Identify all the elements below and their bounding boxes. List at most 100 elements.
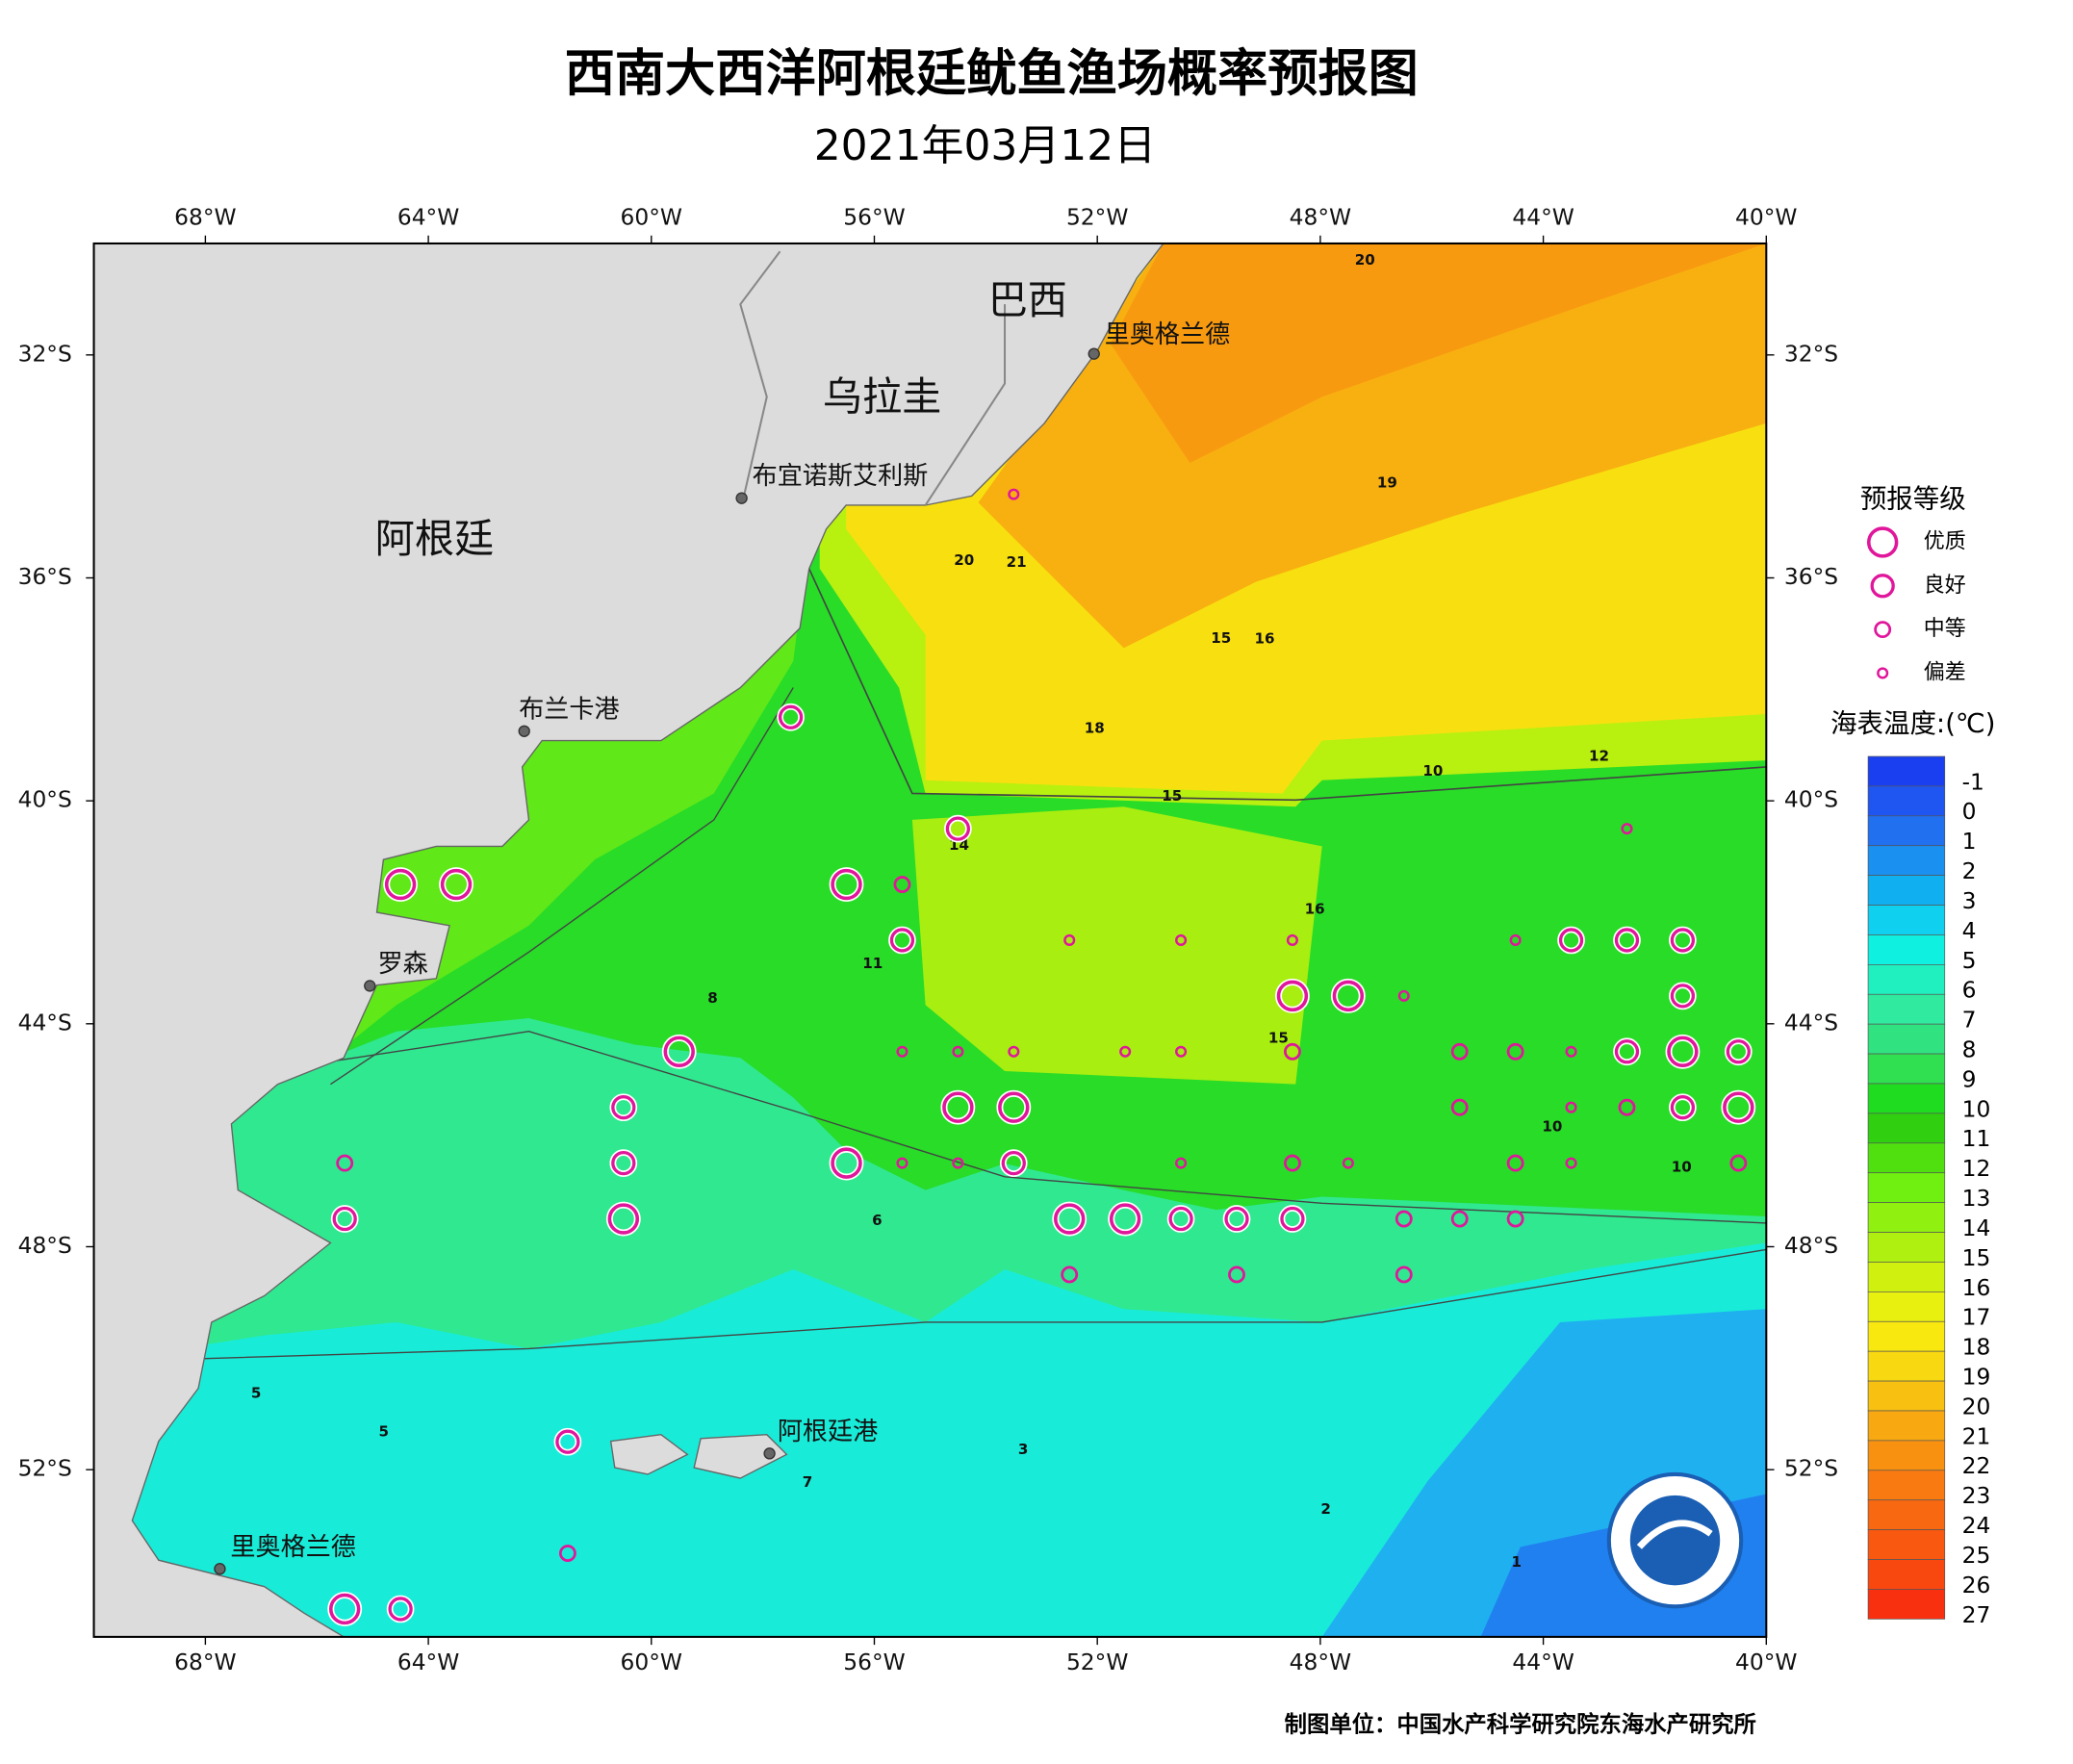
fishing-point <box>1565 1101 1577 1113</box>
y-tick-label: 44°S <box>1784 1009 1838 1035</box>
colorbar-label: 21 <box>1962 1422 1991 1449</box>
sst-band <box>911 806 1322 1085</box>
fishing-point <box>1667 1035 1699 1067</box>
fishing-point <box>1506 1042 1524 1061</box>
colorbar-segment <box>1867 1440 1946 1471</box>
colorbar-label: 5 <box>1962 947 1977 974</box>
contour-label: 10 <box>1542 1117 1562 1135</box>
y-tick-label: 36°S <box>18 563 72 590</box>
fishing-point <box>1395 1265 1413 1284</box>
contour-label: 1 <box>1512 1553 1523 1571</box>
fishing-point <box>1670 928 1696 953</box>
fishing-point <box>1670 984 1696 1009</box>
fishing-point <box>1614 928 1640 953</box>
legend-label: 良好 <box>1924 574 1966 598</box>
x-tick-label: 60°W <box>621 203 682 230</box>
fishing-point <box>1332 980 1365 1012</box>
colorbar-label: 16 <box>1962 1274 1991 1301</box>
fishing-point <box>1509 933 1522 946</box>
colorbar-label: 12 <box>1962 1155 1991 1182</box>
colorbar-label: 17 <box>1962 1304 1991 1331</box>
city-label: 罗森 <box>378 950 428 979</box>
colorbar-segment <box>1867 905 1946 935</box>
fishing-point <box>663 1035 695 1067</box>
colorbar-segment <box>1867 1380 1946 1412</box>
fishing-point <box>831 1147 862 1179</box>
fishing-point <box>1054 1203 1086 1235</box>
colorbar-label: 14 <box>1962 1214 1991 1241</box>
colorbar-segment <box>1867 1320 1946 1352</box>
colorbar-segment <box>1867 1232 1946 1263</box>
y-tick-label: 36°S <box>1784 563 1838 590</box>
colorbar-label: 22 <box>1962 1452 1991 1479</box>
fishing-point <box>1286 933 1298 946</box>
fishing-point <box>1175 1157 1188 1169</box>
colorbar-segment <box>1867 1291 1946 1322</box>
contour-label: 12 <box>1589 747 1609 764</box>
x-tick-label: 56°W <box>843 1649 905 1675</box>
isotherm <box>93 1248 1767 1363</box>
fishing-point <box>1670 1095 1696 1120</box>
city-label: 里奥格兰德 <box>1105 320 1230 349</box>
colorbar-segment <box>1867 1172 1946 1203</box>
legend-symbol <box>1877 667 1889 679</box>
colorbar-label: 3 <box>1962 887 1977 914</box>
fishing-point <box>607 1203 640 1235</box>
fishing-point <box>1621 823 1633 835</box>
logo <box>1606 1471 1744 1609</box>
fishing-point <box>998 1091 1030 1123</box>
colorbar-label: 10 <box>1962 1095 1991 1122</box>
fishing-point <box>1729 1154 1748 1172</box>
date: 2021年03月12日 <box>814 121 1156 170</box>
island <box>609 1433 788 1479</box>
colorbar-label: 7 <box>1962 1007 1977 1034</box>
colorbar-label: 13 <box>1962 1185 1991 1212</box>
y-tick-label: 40°S <box>18 786 72 813</box>
x-tick-label: 68°W <box>174 203 236 230</box>
fishing-point <box>388 1597 413 1622</box>
sst-band <box>1110 243 1767 464</box>
city-dot <box>364 980 376 992</box>
contour-label: 3 <box>1018 1441 1029 1458</box>
contour-label: 21 <box>1007 553 1027 571</box>
y-tick-label: 48°S <box>18 1232 72 1259</box>
x-tick-label: 68°W <box>174 1649 236 1675</box>
contour-label: 8 <box>707 989 718 1007</box>
y-tick-label: 52°S <box>18 1455 72 1482</box>
fishing-point <box>1175 1045 1188 1058</box>
fishing-point <box>1008 488 1020 500</box>
colorbar-segment <box>1867 1083 1946 1114</box>
colorbar-label: 25 <box>1962 1542 1991 1569</box>
contour-label: 16 <box>1305 901 1325 918</box>
city-dot <box>1088 347 1100 360</box>
fishing-point <box>332 1206 357 1232</box>
legend-label: 优质 <box>1924 529 1966 553</box>
contour-label: 20 <box>954 551 974 569</box>
legend-symbol <box>1870 574 1895 599</box>
fishing-point <box>555 1429 580 1454</box>
colorbar-segment <box>1867 1559 1946 1590</box>
y-tick-label: 32°S <box>18 340 72 367</box>
x-tick-label: 52°W <box>1066 1649 1128 1675</box>
fishing-point <box>1119 1045 1132 1058</box>
colorbar-segment <box>1867 1053 1946 1085</box>
fishing-point <box>945 816 971 841</box>
y-tick-label: 52°S <box>1784 1455 1838 1482</box>
x-tick-label: 60°W <box>621 1649 682 1675</box>
fishing-point <box>1450 1098 1469 1116</box>
fishing-point <box>611 1095 636 1120</box>
fishing-point <box>893 876 911 893</box>
fishing-point <box>1175 933 1188 946</box>
city-dot <box>214 1563 226 1575</box>
isotherm <box>93 1031 1767 1224</box>
isotherm <box>807 568 1767 802</box>
city-dot <box>763 1447 776 1460</box>
fishing-point <box>1280 1206 1305 1232</box>
fishing-point <box>1224 1206 1249 1232</box>
colorbar-segment <box>1867 1529 1946 1560</box>
fishing-point <box>1614 1039 1640 1064</box>
y-tick-label: 32°S <box>1784 340 1838 367</box>
y-tick-label: 40°S <box>1784 786 1838 813</box>
contour-label: 16 <box>1254 630 1274 648</box>
fishing-point <box>558 1545 576 1562</box>
